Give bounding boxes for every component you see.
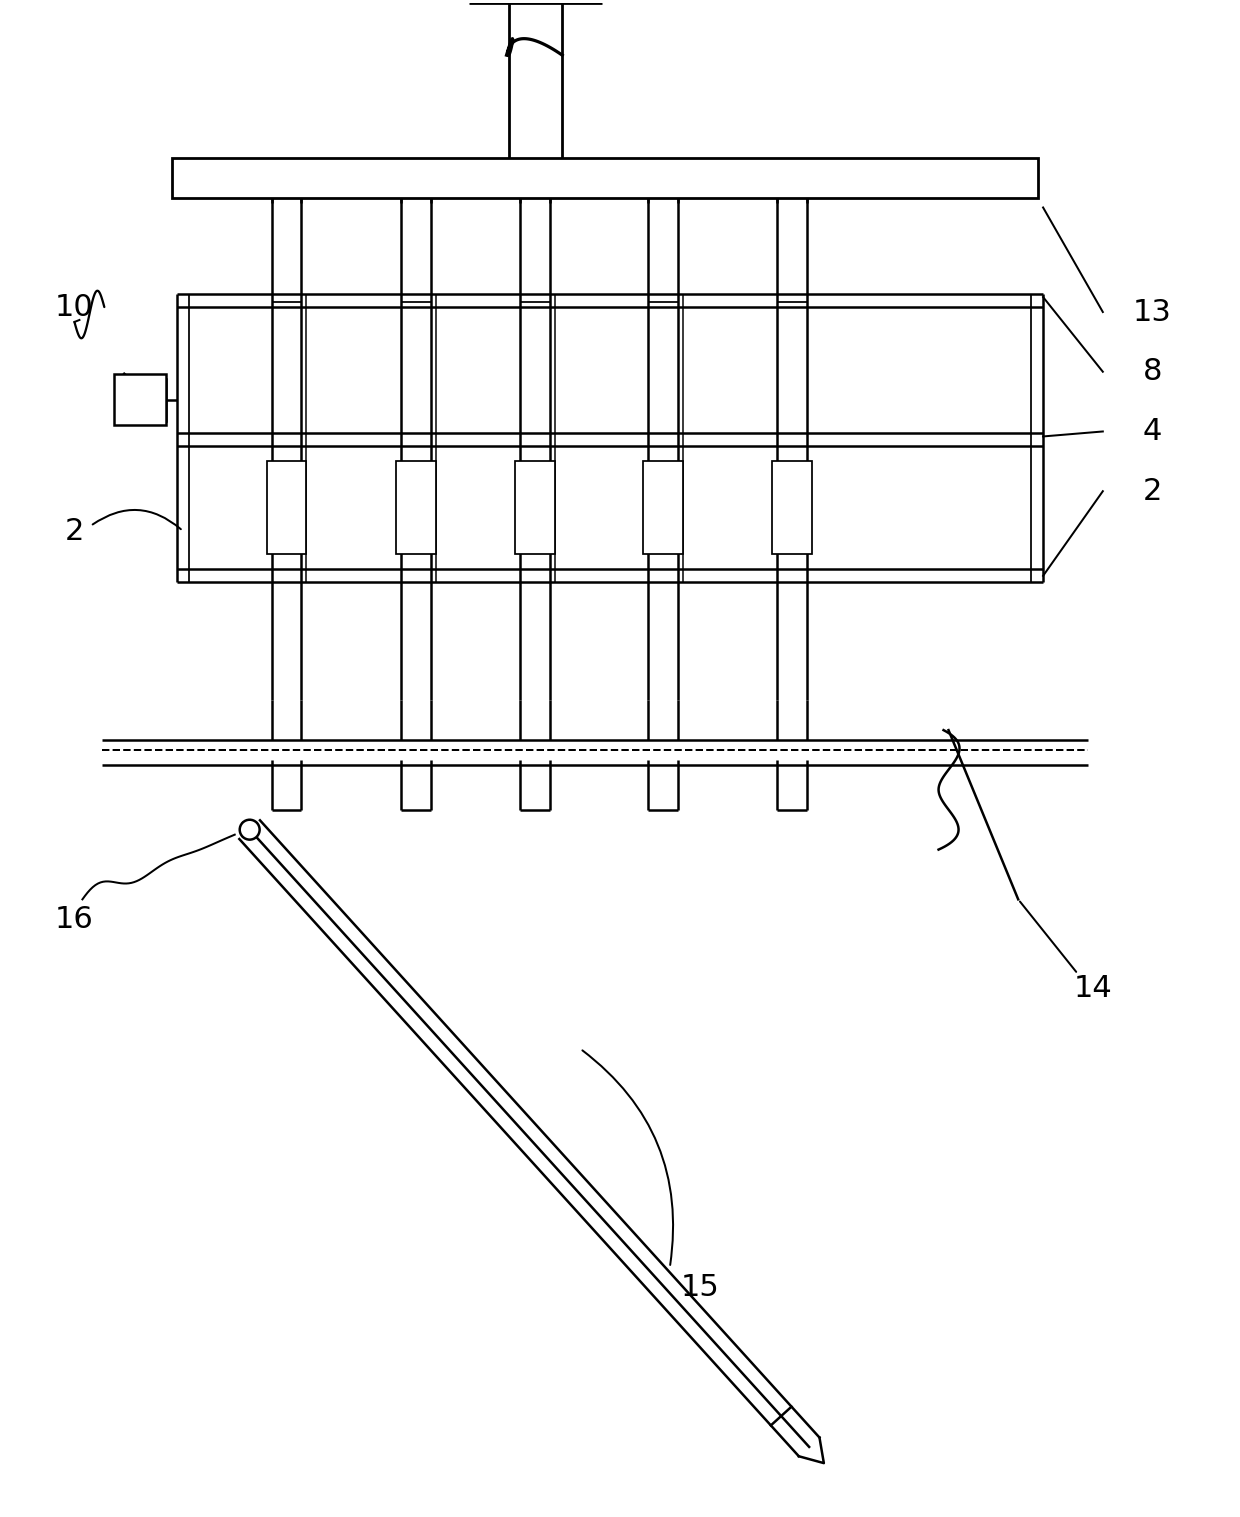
Bar [114, 373, 166, 425]
Text: 10: 10 [55, 293, 94, 322]
Text: 8: 8 [1143, 356, 1162, 387]
Text: 14: 14 [1074, 974, 1112, 1003]
Bar [642, 461, 683, 554]
Text: 2: 2 [64, 516, 84, 546]
Bar [773, 461, 812, 554]
Text: 2: 2 [1143, 476, 1162, 505]
Bar [267, 461, 306, 554]
Bar [396, 461, 435, 554]
Bar [516, 461, 556, 554]
Text: 13: 13 [1133, 297, 1172, 326]
Bar [172, 158, 1038, 197]
Text: 4: 4 [1143, 417, 1162, 446]
Text: 16: 16 [55, 904, 94, 934]
Text: 15: 15 [681, 1273, 719, 1302]
Circle shape [239, 819, 259, 839]
